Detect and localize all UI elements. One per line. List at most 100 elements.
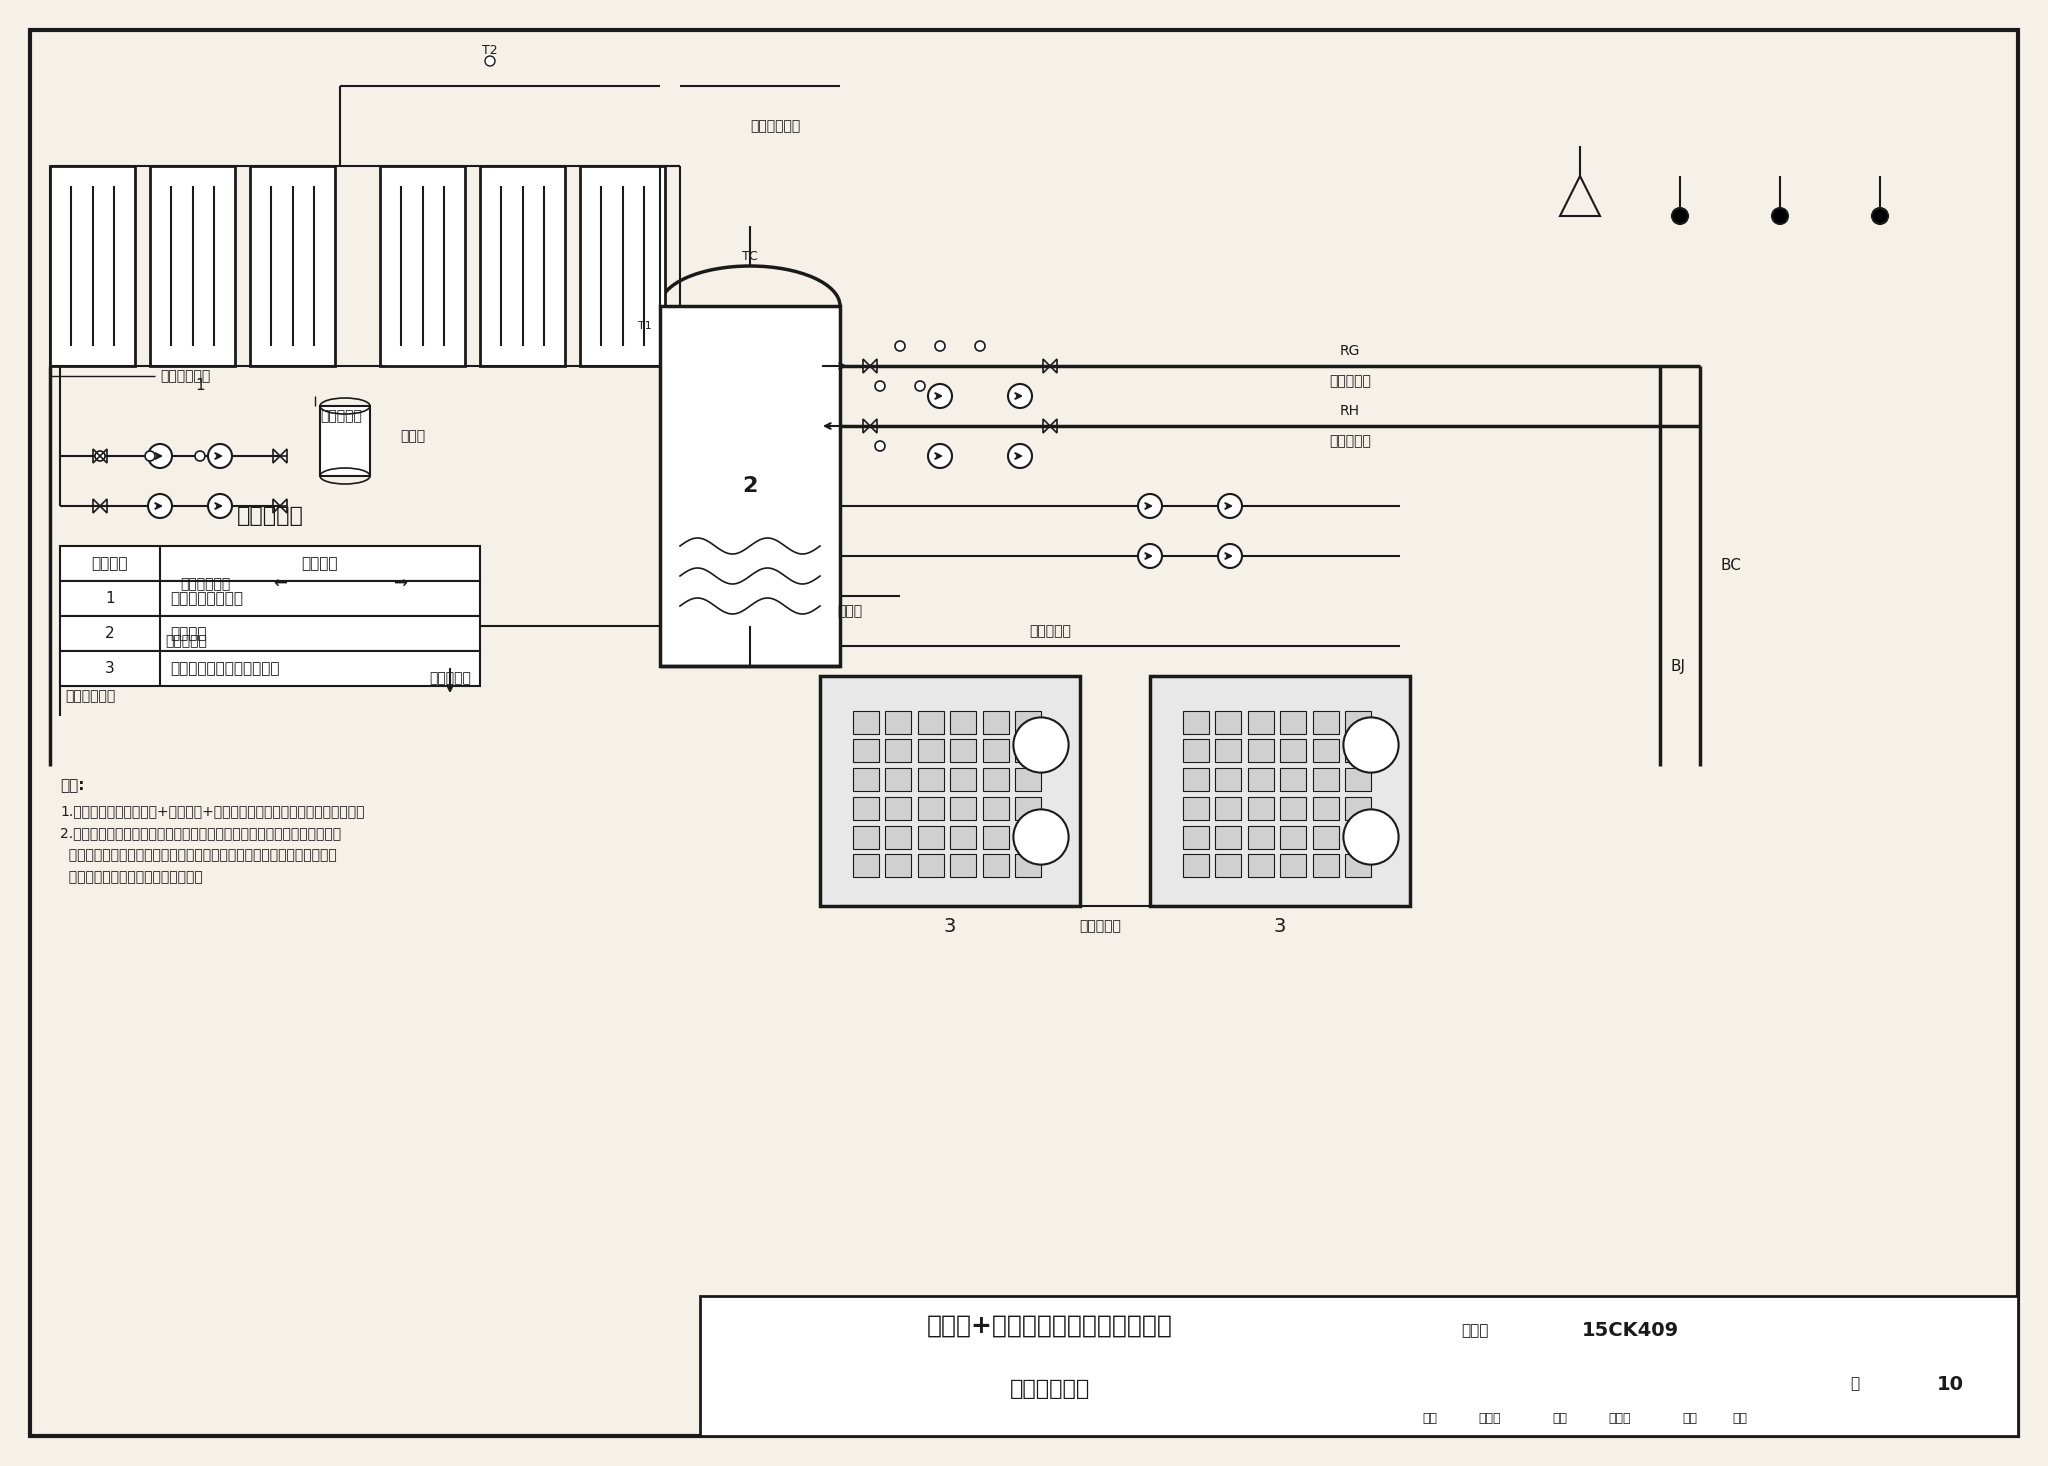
Text: 工质排放总管: 工质排放总管: [66, 689, 115, 704]
Bar: [1182, 768, 1208, 792]
Bar: [983, 825, 1008, 849]
Text: 太阳能进水管: 太阳能进水管: [160, 369, 211, 383]
Bar: [1313, 739, 1339, 762]
Circle shape: [485, 56, 496, 66]
Circle shape: [1139, 544, 1161, 567]
Text: 主要设备表: 主要设备表: [238, 506, 303, 526]
Bar: [950, 768, 977, 792]
Circle shape: [895, 342, 905, 350]
Text: 热泵进水管: 热泵进水管: [1079, 919, 1120, 932]
Bar: [983, 855, 1008, 877]
Bar: [1214, 739, 1241, 762]
Bar: [250, 166, 336, 366]
Bar: [1151, 676, 1409, 906]
Bar: [1280, 739, 1307, 762]
Text: 10: 10: [1937, 1375, 1964, 1394]
Circle shape: [1139, 494, 1161, 517]
Text: BC: BC: [1720, 559, 1741, 573]
Bar: [885, 825, 911, 849]
Circle shape: [1772, 208, 1788, 224]
Text: 钟家淦: 钟家淦: [1479, 1412, 1501, 1425]
Bar: [1346, 711, 1370, 733]
Text: 页: 页: [1851, 1377, 1860, 1391]
Text: 排污管: 排污管: [838, 604, 862, 619]
Text: 水机组采用直接系统方案。在防冻要求不严格的地区使用，太阳能集热器: 水机组采用直接系统方案。在防冻要求不严格的地区使用，太阳能集热器: [59, 847, 336, 862]
Text: 膨胀罐: 膨胀罐: [399, 430, 426, 443]
Bar: [59, 581, 479, 616]
Circle shape: [1219, 494, 1241, 517]
Text: 排至安全处: 排至安全处: [430, 671, 471, 685]
Bar: [1346, 739, 1370, 762]
Circle shape: [874, 441, 885, 452]
Text: 校对: 校对: [1552, 1412, 1567, 1425]
Circle shape: [1014, 809, 1069, 865]
Bar: [918, 711, 944, 733]
Bar: [1346, 855, 1370, 877]
Bar: [983, 739, 1008, 762]
Text: 2: 2: [741, 476, 758, 496]
Bar: [852, 739, 879, 762]
Bar: [1016, 768, 1040, 792]
Circle shape: [1008, 384, 1032, 408]
Bar: [1313, 825, 1339, 849]
Text: 王柱小: 王柱小: [1610, 1412, 1632, 1425]
Circle shape: [1343, 717, 1399, 773]
Bar: [1313, 855, 1339, 877]
Text: 加热方式推荐采用直接式系统方案。: 加热方式推荐采用直接式系统方案。: [59, 869, 203, 884]
Bar: [819, 676, 1079, 906]
Text: 2: 2: [104, 626, 115, 641]
Bar: [1182, 711, 1208, 733]
Bar: [852, 711, 879, 733]
Bar: [1313, 768, 1339, 792]
Bar: [59, 616, 479, 651]
Bar: [381, 166, 465, 366]
Bar: [1346, 796, 1370, 819]
Circle shape: [1872, 208, 1888, 224]
Text: TC: TC: [741, 249, 758, 262]
Circle shape: [147, 494, 172, 517]
Bar: [1214, 711, 1241, 733]
Bar: [1346, 768, 1370, 792]
Bar: [59, 651, 479, 686]
Text: 工质灌注总管: 工质灌注总管: [180, 578, 229, 591]
Bar: [1247, 739, 1274, 762]
Circle shape: [145, 452, 156, 460]
Bar: [1280, 711, 1307, 733]
Circle shape: [1343, 809, 1399, 865]
Bar: [1280, 825, 1307, 849]
Circle shape: [1014, 717, 1069, 773]
Circle shape: [874, 381, 885, 391]
Circle shape: [209, 494, 231, 517]
Bar: [1313, 796, 1339, 819]
Bar: [1247, 855, 1274, 877]
Text: 热泵出水管: 热泵出水管: [1028, 625, 1071, 638]
Bar: [950, 825, 977, 849]
Bar: [918, 825, 944, 849]
Text: 1.本系统为太阳能集热器+储热水箱+空气源热泵热水机组系统提供生活热水。: 1.本系统为太阳能集热器+储热水箱+空气源热泵热水机组系统提供生活热水。: [59, 803, 365, 818]
Text: 太阳能出水管: 太阳能出水管: [750, 119, 801, 133]
Text: 说明:: 说明:: [59, 778, 84, 793]
Bar: [319, 406, 371, 476]
Bar: [1214, 825, 1241, 849]
Circle shape: [195, 452, 205, 460]
Text: 3: 3: [104, 661, 115, 676]
Text: ←: ←: [272, 575, 287, 594]
Bar: [1016, 796, 1040, 819]
Circle shape: [94, 452, 104, 460]
Circle shape: [1008, 444, 1032, 468]
Bar: [885, 739, 911, 762]
Text: 3: 3: [944, 916, 956, 935]
Bar: [59, 545, 479, 581]
Circle shape: [147, 444, 172, 468]
Text: →: →: [393, 575, 408, 594]
Text: 设备名称: 设备名称: [301, 556, 338, 570]
Bar: [1214, 855, 1241, 877]
Text: 李红: 李红: [1733, 1412, 1747, 1425]
Bar: [49, 166, 135, 366]
Text: 空气源热泵热水机组室外机: 空气源热泵热水机组室外机: [170, 661, 279, 676]
Bar: [918, 739, 944, 762]
Text: 15CK409: 15CK409: [1581, 1321, 1679, 1340]
Text: 排至安全处: 排至安全处: [319, 409, 362, 424]
Bar: [150, 166, 236, 366]
Circle shape: [936, 342, 944, 350]
